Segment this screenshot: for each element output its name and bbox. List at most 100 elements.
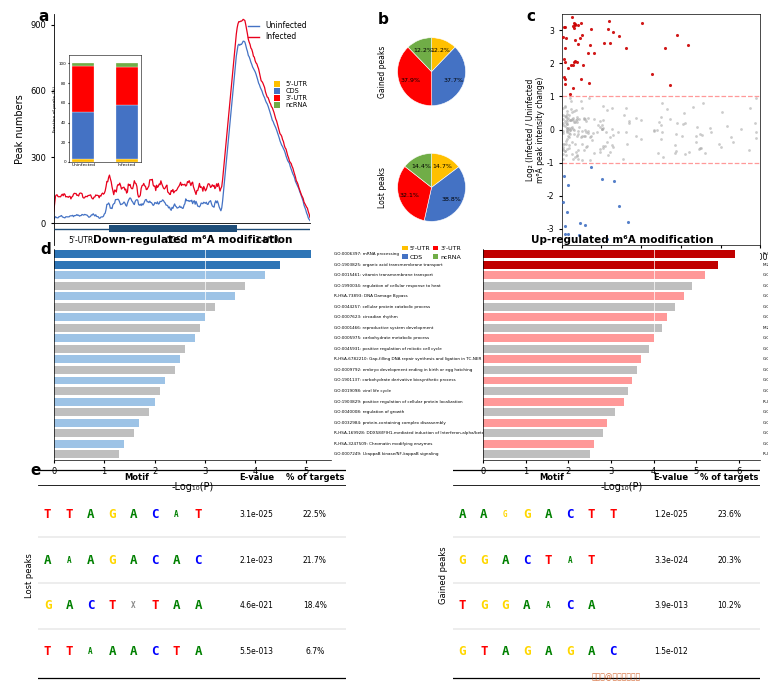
Point [560,138,572,149]
Bar [54,366,174,374]
Point [569,139,581,150]
Text: G: G [480,553,488,567]
Point [705,126,717,138]
Bar [54,439,124,448]
Point [569,35,581,46]
Point [571,128,584,139]
Text: A: A [130,645,137,658]
Point [601,137,613,148]
Point [558,54,570,65]
Point [561,126,574,138]
Point [572,125,584,136]
Point [573,122,585,133]
Point [568,125,580,136]
Point [574,73,587,84]
Text: C: C [566,599,574,612]
Point [623,117,635,128]
Point [721,120,733,131]
Text: A: A [523,599,531,612]
Point [564,115,576,126]
Text: G: G [108,508,116,521]
Bar [54,355,180,363]
Point [559,220,571,231]
Text: T: T [44,508,51,521]
Text: 4.6e-021: 4.6e-021 [240,601,273,610]
Point [569,19,581,30]
Text: A: A [545,508,552,521]
Bar [483,397,624,406]
Point [561,134,573,145]
Point [561,115,573,126]
Text: T: T [588,553,595,567]
Text: 6.7%: 6.7% [305,647,325,656]
Point [598,142,610,153]
Point [568,22,581,33]
Bar [483,408,615,416]
Point [716,106,728,117]
Text: A: A [173,553,180,567]
Point [564,124,576,135]
Text: % of targets: % of targets [700,473,759,482]
Point [561,106,574,117]
Bar [483,282,692,290]
Point [557,109,569,120]
Point [714,142,727,153]
Point [559,102,571,113]
Point [561,109,573,120]
Text: 14.4%: 14.4% [412,164,432,169]
Point [584,162,597,173]
Point [597,115,609,126]
Point [562,131,574,142]
Point [647,126,660,137]
Point [558,21,570,32]
Infected [202,185,211,193]
X-axis label: -Log₁₀(P): -Log₁₀(P) [171,482,214,492]
Point [653,117,665,128]
Point [621,138,633,149]
Point [558,72,570,83]
Point [579,113,591,124]
Point [574,95,587,106]
Point [570,115,582,126]
Text: 21.7%: 21.7% [303,556,327,565]
Text: G: G [480,599,488,612]
Bar [54,345,185,353]
Point [588,114,600,125]
Point [579,131,591,142]
Point [588,147,600,158]
Point [597,123,609,134]
Bar [54,387,160,395]
Text: C: C [151,553,159,567]
Text: G: G [503,510,508,519]
Point [600,127,612,138]
Point [620,102,632,113]
Point [567,20,579,31]
Point [567,124,579,135]
Text: A: A [108,645,116,658]
Point [571,57,583,68]
Point [744,103,756,114]
Text: A: A [88,647,93,656]
Point [634,114,647,125]
Point [683,146,695,158]
Text: 5.5e-013: 5.5e-013 [240,647,273,656]
Point [571,144,584,155]
Point [560,118,572,129]
Point [560,112,572,123]
Point [576,125,588,136]
Point [568,151,581,162]
Point [564,93,576,104]
Point [560,32,572,44]
Point [578,112,590,123]
Point [613,30,625,41]
Point [584,39,597,50]
Text: A: A [480,508,488,521]
Text: 38.8%: 38.8% [441,198,461,202]
Point [607,142,620,153]
Text: G: G [502,599,509,612]
Point [659,42,671,53]
Text: T: T [609,508,617,521]
Uninfected [266,110,275,118]
Uninfected [283,154,292,162]
Text: A: A [87,553,94,567]
